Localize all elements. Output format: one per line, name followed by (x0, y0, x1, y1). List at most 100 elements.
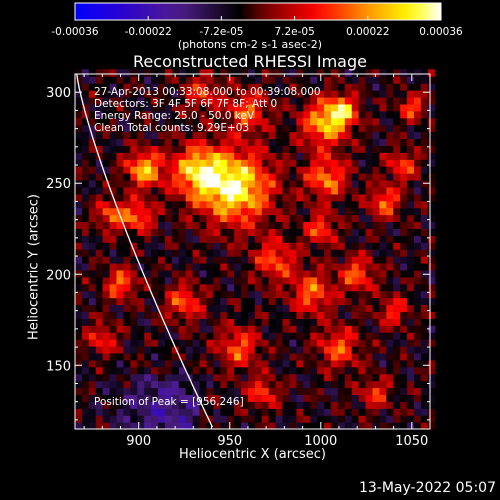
heatmap-cell (151, 249, 159, 257)
heatmap-cell (213, 401, 221, 409)
heatmap-cell (310, 276, 318, 285)
heatmap-cell (268, 90, 277, 98)
heatmap-cell (123, 145, 131, 153)
heatmap-cell (386, 311, 394, 319)
heatmap-cell (206, 186, 214, 195)
heatmap-cell (254, 173, 263, 181)
heatmap-cell (358, 345, 367, 354)
heatmap-cell (330, 69, 339, 77)
heatmap-cell (130, 366, 138, 375)
heatmap-cell (130, 207, 138, 216)
heatmap-cell (296, 166, 304, 174)
heatmap-cell (420, 152, 429, 160)
heatmap-cell (178, 352, 187, 361)
heatmap-cell (234, 235, 242, 243)
heatmap-cell (137, 269, 145, 278)
heatmap-cell (220, 228, 228, 236)
heatmap-cell (123, 200, 131, 209)
heatmap-cell (427, 228, 436, 236)
heatmap-cell (137, 332, 145, 340)
heatmap-cell (254, 207, 263, 216)
heatmap-cell (393, 186, 401, 195)
heatmap-cell (213, 131, 221, 140)
heatmap-cell (137, 131, 145, 140)
heatmap-cell (351, 394, 360, 402)
heatmap-cell (199, 269, 208, 278)
heatmap-cell (282, 96, 291, 105)
heatmap-cell (344, 110, 353, 119)
heatmap-cell (303, 249, 311, 257)
heatmap-cell (185, 152, 194, 160)
heatmap-cell (151, 228, 159, 236)
heatmap-cell (75, 96, 83, 105)
heatmap-cell (199, 214, 208, 223)
heatmap-cell (386, 304, 394, 312)
heatmap-cell (164, 352, 173, 361)
heatmap-cell (192, 214, 201, 223)
heatmap-cell (386, 228, 394, 236)
heatmap-cell (386, 262, 394, 271)
heatmap-cell (282, 297, 291, 306)
heatmap-cell (185, 76, 194, 84)
heatmap-cell (379, 311, 387, 319)
heatmap-cell (310, 318, 318, 326)
heatmap-cell (282, 124, 291, 133)
heatmap-cell (420, 186, 429, 195)
heatmap-cell (220, 276, 228, 285)
heatmap-cell (289, 166, 297, 174)
heatmap-cell (427, 297, 436, 306)
heatmap-cell (75, 359, 83, 368)
heatmap-cell (116, 283, 125, 292)
heatmap-cell (330, 387, 339, 396)
heatmap-cell (95, 131, 104, 140)
heatmap-cell (102, 256, 111, 264)
heatmap-cell (268, 345, 277, 354)
heatmap-cell (75, 103, 83, 112)
heatmap-cell (254, 152, 263, 160)
heatmap-cell (241, 332, 249, 340)
heatmap-cell (365, 124, 374, 133)
heatmap-cell (427, 283, 436, 292)
heatmap-cell (137, 152, 145, 160)
heatmap-cell (137, 249, 145, 257)
heatmap-cell (407, 214, 415, 223)
heatmap-cell (192, 276, 201, 285)
heatmap-cell (151, 166, 159, 174)
heatmap-cell (365, 311, 374, 319)
heatmap-cell (171, 242, 180, 250)
heatmap-cell (227, 380, 235, 389)
heatmap-cell (109, 173, 118, 181)
heatmap-cell (95, 76, 104, 84)
heatmap-cell (413, 325, 422, 333)
heatmap-cell (102, 262, 111, 271)
heatmap-cell (379, 387, 387, 396)
heatmap-cell (330, 325, 339, 333)
heatmap-cell (296, 207, 304, 216)
heatmap-cell (296, 110, 304, 119)
heatmap-cell (75, 283, 83, 292)
heatmap-cell (296, 304, 304, 312)
heatmap-cell (234, 352, 242, 361)
heatmap-cell (379, 200, 387, 209)
heatmap-cell (254, 345, 263, 354)
heatmap-cell (192, 269, 201, 278)
heatmap-cell (393, 83, 401, 91)
heatmap-cell (199, 352, 208, 361)
heatmap-cell (116, 96, 125, 105)
heatmap-cell (379, 83, 387, 91)
heatmap-cell (268, 228, 277, 236)
heatmap-cell (171, 297, 180, 306)
heatmap-cell (102, 366, 111, 375)
heatmap-cell (420, 422, 429, 430)
heatmap-cell (400, 339, 408, 347)
heatmap-cell (296, 290, 304, 299)
heatmap-cell (178, 179, 187, 188)
heatmap-cell (358, 221, 367, 229)
heatmap-cell (261, 131, 270, 140)
heatmap-cell (158, 124, 166, 133)
heatmap-cell (400, 124, 408, 133)
heatmap-cell (123, 339, 131, 347)
heatmap-cell (206, 117, 214, 126)
heatmap-cell (144, 408, 152, 416)
heatmap-cell (303, 262, 311, 271)
